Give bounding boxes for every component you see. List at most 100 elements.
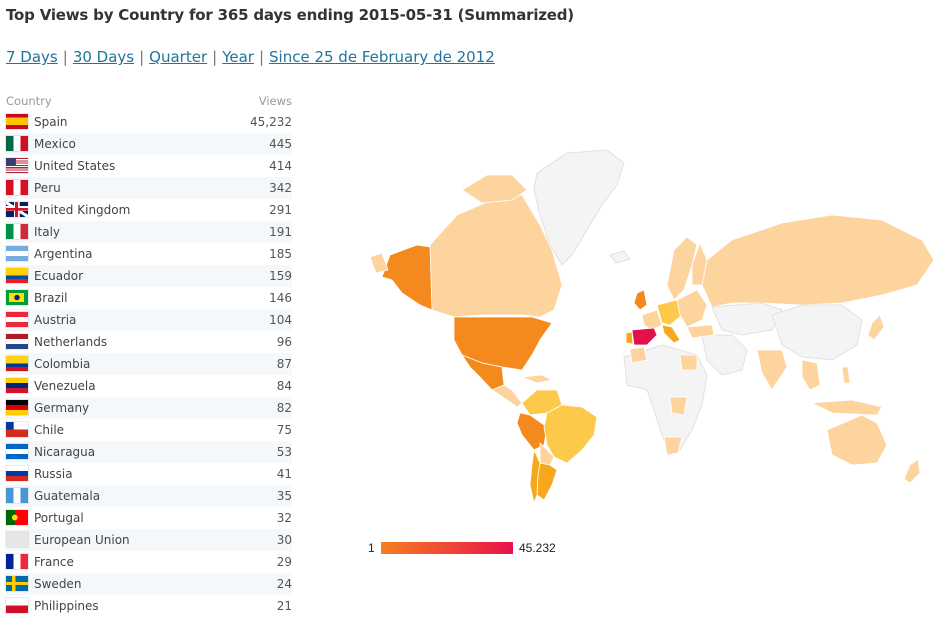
flag-peru-icon (6, 179, 28, 195)
country-cell: Philippines (6, 595, 220, 617)
country-name: Brazil (34, 290, 68, 305)
flag-brazil-icon (6, 289, 28, 305)
map-region-southeast-asia[interactable] (801, 359, 821, 391)
views-count: 414 (269, 159, 292, 173)
table-row: Colombia 87 (6, 353, 292, 375)
map-region-china[interactable] (771, 304, 863, 361)
views-count: 185 (269, 247, 292, 261)
views-count: 24 (219, 573, 292, 595)
map-region-arctic-islands[interactable] (461, 174, 528, 204)
map-region-greenland[interactable] (533, 149, 625, 266)
map-region-chile[interactable] (529, 448, 541, 505)
map-region-brazil[interactable] (543, 404, 598, 464)
map-region-france[interactable] (641, 309, 663, 331)
flag-ecuador-icon (6, 267, 28, 283)
map-region-india[interactable] (756, 349, 788, 391)
table-row: Germany 82 (6, 397, 292, 419)
map-region-united-kingdom[interactable] (633, 289, 648, 311)
table-row: United States 414 (6, 155, 292, 177)
legend-min-label: 1 (368, 541, 375, 555)
map-region-central-europe[interactable] (656, 299, 683, 326)
map-region-south-africa[interactable] (663, 436, 683, 456)
map-region-africa-highlight[interactable] (669, 396, 688, 416)
country-cell: European Union (6, 529, 220, 551)
views-count: 191 (219, 221, 292, 243)
table-row: United Kingdom 291 (6, 199, 292, 221)
map-region-australia[interactable] (826, 414, 888, 466)
country-name: Venezuela (34, 378, 96, 393)
country-cell: Ecuador (6, 265, 220, 287)
views-count: 29 (276, 555, 292, 569)
country-cell: Sweden (6, 573, 220, 595)
map-region-caribbean[interactable] (521, 374, 554, 384)
country-name: European Union (34, 532, 130, 547)
flag-netherlands-icon (6, 333, 28, 349)
country-cell: France (6, 551, 220, 573)
map-region-japan[interactable] (867, 314, 885, 341)
column-header-country: Country (6, 94, 52, 108)
map-region-scandinavia[interactable] (666, 236, 698, 301)
map-region-central-asia[interactable] (711, 302, 783, 336)
period-link-30-days[interactable]: 30 Days (72, 48, 135, 66)
flag-venezuela-icon (6, 377, 28, 393)
country-cell: Portugal (6, 507, 220, 529)
country-name: Sweden (34, 576, 82, 591)
country-cell: Spain (6, 111, 220, 133)
views-count: 30 (219, 529, 292, 551)
flag-argentina-icon (6, 245, 28, 261)
map-region-turkey[interactable] (686, 324, 715, 339)
map-region-new-zealand[interactable] (903, 458, 921, 484)
map-region-egypt[interactable] (679, 354, 698, 371)
map-region-russia[interactable] (701, 214, 935, 308)
map-region-middle-east[interactable] (701, 334, 748, 376)
page-title: Top Views by Country for 365 days ending… (6, 6, 574, 24)
map-region-ecuador-peru[interactable] (516, 412, 548, 451)
views-count: 87 (219, 353, 292, 375)
period-link-since[interactable]: Since 25 de February de 2012 (269, 48, 495, 66)
period-link-year[interactable]: Year (222, 48, 254, 66)
country-name: Portugal (34, 510, 84, 525)
map-region-morocco[interactable] (629, 346, 648, 364)
table-row: European Union 30 (6, 529, 292, 551)
column-header-views: Views (258, 94, 292, 108)
table-row: Brazil 146 (6, 287, 292, 309)
country-cell: Chile (6, 419, 220, 441)
country-cell: Russia (6, 463, 220, 485)
map-region-central-america[interactable] (491, 384, 523, 408)
map-region-united-states[interactable] (453, 316, 553, 371)
flag-spain-icon (6, 113, 28, 129)
map-region-portugal[interactable] (625, 331, 634, 345)
period-link-quarter[interactable]: Quarter (149, 48, 208, 66)
separator: | (62, 48, 68, 66)
country-cell: Italy (6, 221, 220, 243)
country-name: France (34, 554, 74, 569)
map-region-philippines[interactable] (841, 366, 851, 384)
flag-chile-icon (6, 421, 28, 437)
views-count: 53 (219, 441, 292, 463)
country-name: Nicaragua (34, 444, 96, 459)
flag-france-icon (6, 553, 28, 569)
flag-uk-icon (6, 201, 28, 217)
flag-sweden-icon (6, 575, 28, 591)
separator: | (258, 48, 265, 66)
country-cell: Brazil (6, 287, 220, 309)
country-name: Netherlands (34, 334, 108, 349)
legend-max-label: 45.232 (519, 541, 556, 555)
map-region-eastern-europe[interactable] (676, 289, 708, 328)
map-region-alaska-west[interactable] (369, 252, 389, 274)
map-region-spain[interactable] (631, 327, 658, 346)
separator: | (139, 48, 145, 66)
period-link-7-days[interactable]: 7 Days (6, 48, 58, 66)
map-region-alaska[interactable] (381, 244, 433, 311)
flag-colombia-icon (6, 355, 28, 371)
country-name: Chile (34, 422, 65, 437)
country-cell: Colombia (6, 353, 220, 375)
flag-austria-icon (6, 311, 28, 327)
flag-eu-icon (6, 531, 28, 547)
map-region-indonesia[interactable] (810, 399, 883, 416)
views-count: 146 (269, 291, 292, 305)
map-region-iceland[interactable] (609, 250, 631, 264)
views-count: 32 (276, 511, 292, 525)
map-region-argentina[interactable] (536, 462, 558, 501)
map-region-italy[interactable] (661, 324, 681, 344)
